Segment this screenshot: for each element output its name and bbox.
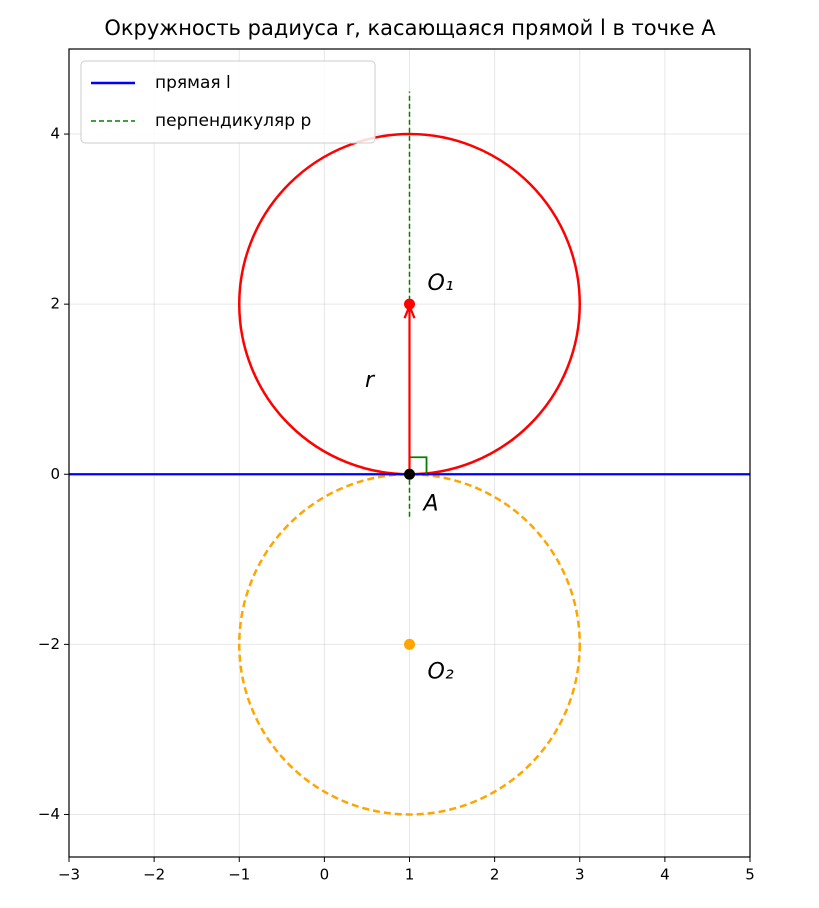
point [404, 638, 415, 650]
y-tick-label: −4 [38, 805, 60, 823]
x-tick-label: 0 [320, 866, 330, 884]
x-tick-label: 1 [405, 866, 415, 884]
point [404, 298, 415, 310]
point-label: O₁ [428, 271, 454, 296]
y-tick-label: 2 [50, 295, 60, 313]
legend: прямая l перпендикуляр p [80, 60, 376, 144]
y-tick-label: 0 [50, 465, 60, 483]
axes-frame [68, 48, 751, 858]
legend-label: прямая l [155, 73, 231, 93]
legend-label: перпендикуляр p [155, 111, 311, 131]
x-tick-label: 4 [660, 866, 670, 884]
point [404, 468, 415, 480]
x-tick-label: −2 [143, 866, 165, 884]
y-tick-label: −2 [38, 635, 60, 653]
legend-box [80, 60, 376, 144]
y-tick-label: 4 [50, 125, 60, 143]
chart-title: Окружность радиуса r, касающаяся прямой … [104, 16, 716, 40]
right-angle [409, 456, 428, 475]
arrow-label: r [365, 368, 376, 393]
x-tick-label: 2 [490, 866, 500, 884]
x-tick-label: −3 [58, 866, 80, 884]
x-tick-label: 5 [745, 866, 755, 884]
point-label: A [422, 491, 439, 516]
x-tick-label: 3 [575, 866, 585, 884]
x-tick-label: −1 [228, 866, 250, 884]
circle [238, 473, 581, 816]
point-label: O₂ [428, 659, 454, 684]
